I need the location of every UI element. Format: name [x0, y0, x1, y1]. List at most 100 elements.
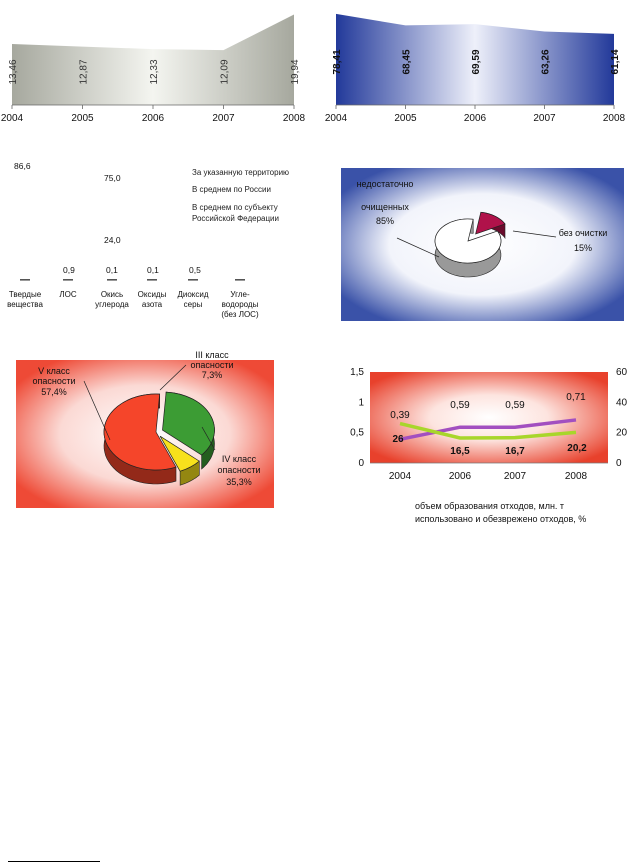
x-tick-label: 2008 — [283, 113, 306, 124]
data-label: 69,59 — [471, 49, 482, 74]
pie-label: 57,4% — [41, 387, 67, 397]
data-label: 0,5 — [189, 265, 201, 275]
legend-entry: объем образования отходов, млн. т — [415, 501, 564, 511]
data-label: 0,71 — [566, 392, 586, 403]
x-tick-label: Твердые — [9, 290, 42, 299]
data-label: 0,9 — [63, 265, 75, 275]
data-label: 0,39 — [390, 410, 410, 421]
x-tick-label: водороды — [222, 300, 259, 309]
data-label: 86,6 — [14, 161, 31, 171]
x-tick-label: Угле- — [230, 290, 250, 299]
leader-line — [396, 237, 440, 258]
pie-slice — [159, 435, 200, 472]
data-label: 61,14 — [610, 49, 621, 74]
waste-line-chart: 0 0,5 1 1,5 0 20 40 60 2004 2006 2007 2008 0,39 0,59 0… — [350, 367, 627, 524]
pie-label: 35,3% — [226, 477, 252, 487]
data-label: 12,87 — [79, 59, 90, 84]
pie-label: V класс — [38, 366, 70, 376]
bar — [107, 279, 117, 281]
x-tick-label: Оксиды — [138, 290, 167, 299]
data-label: 26 — [392, 434, 404, 445]
x-tick-label: 2004 — [389, 471, 412, 482]
pie-label: 7,3% — [202, 370, 223, 380]
legend-entry: За указанную территорию — [192, 168, 289, 177]
x-tick-label: 2007 — [504, 471, 527, 482]
data-label: 24,0 — [104, 235, 121, 245]
leader-line — [83, 380, 111, 441]
x-tick-label: 2006 — [449, 471, 472, 482]
y-tick-label-right: 20 — [616, 428, 628, 439]
y-tick-label-right: 0 — [616, 458, 622, 469]
pie-label: 15% — [574, 243, 592, 253]
x-tick-label: 2007 — [212, 113, 235, 124]
pie-slice — [162, 391, 215, 456]
data-label: 12,09 — [220, 59, 231, 84]
x-tick-label: ЛОС — [59, 290, 76, 299]
x-tick-label: 2008 — [603, 113, 626, 124]
pie-label: недостаточно — [357, 179, 414, 189]
pie-label: IV класс — [222, 454, 257, 464]
area-fill — [12, 14, 294, 105]
data-label: 19,94 — [290, 59, 301, 84]
x-tick-label: 2005 — [71, 113, 94, 124]
bar — [147, 279, 157, 281]
pie-label: III класс — [195, 350, 229, 360]
footnote-divider — [8, 861, 100, 862]
data-label: 12,33 — [149, 59, 160, 84]
x-tick-label: Диоксид — [177, 290, 208, 299]
data-label: 0,59 — [450, 400, 470, 411]
y-tick-label-left: 0 — [358, 458, 364, 469]
x-tick-label: Окись — [101, 290, 123, 299]
data-label: 78,41 — [332, 49, 343, 74]
pie-label: опасности — [32, 376, 75, 386]
y-tick-label-left: 1 — [358, 397, 364, 408]
pie-label: опасности — [217, 465, 260, 475]
x-tick-label: углерода — [95, 300, 129, 309]
pie-label: 85% — [376, 216, 394, 226]
leader-line — [201, 426, 216, 451]
area-chart-left: 2004 13,46 2005 12,87 2006 12,33 2007 12,09 2008… — [1, 14, 306, 124]
wastewater-pie-chart: недостаточно очищенных 85% без очистки 15% — [341, 168, 624, 321]
y-tick-label-right: 40 — [616, 397, 628, 408]
x-tick-label: 2008 — [565, 471, 588, 482]
pie-slice — [103, 393, 177, 471]
x-tick-label: 2006 — [464, 113, 487, 124]
x-tick-label: 2004 — [325, 113, 348, 124]
x-tick-label: 2005 — [394, 113, 417, 124]
x-tick-label: 2004 — [1, 113, 24, 124]
pie-slice — [475, 211, 506, 235]
data-label: 68,45 — [402, 49, 413, 74]
data-label: 16,7 — [505, 446, 525, 457]
pie-label: опасности — [190, 360, 233, 370]
x-tick-label: азота — [142, 300, 163, 309]
leader-line — [512, 230, 557, 238]
data-label: 0,1 — [147, 265, 159, 275]
legend-entry: В среднем по субъекту — [192, 203, 278, 212]
bar — [235, 279, 245, 281]
plot-area — [370, 372, 608, 463]
pie-slice — [434, 218, 502, 264]
area-chart-right: 2004 78,41 2005 68,45 2006 69,59 2007 63,26 2008… — [325, 13, 626, 124]
pie-label: очищенных — [361, 202, 409, 212]
bar — [63, 279, 73, 281]
leader-line — [159, 364, 187, 391]
bar — [20, 279, 30, 281]
series-line-utilized — [399, 421, 577, 440]
pie-label: без очистки — [559, 228, 608, 238]
legend-entry: Российской Федерации — [192, 214, 279, 223]
y-tick-label-left: 1,5 — [350, 367, 364, 378]
data-label: 20,2 — [567, 443, 587, 454]
data-label: 75,0 — [104, 173, 121, 183]
y-tick-label-right: 60 — [616, 367, 628, 378]
x-tick-label: вещества — [7, 300, 43, 309]
bar — [188, 279, 198, 281]
x-tick-label: (без ЛОС) — [221, 310, 259, 319]
x-tick-label: 2006 — [142, 113, 165, 124]
area-fill — [336, 13, 614, 106]
data-label: 13,46 — [8, 59, 19, 84]
data-label: 0,59 — [505, 400, 525, 411]
data-label: 0,1 — [106, 265, 118, 275]
series-line-waste-volume — [399, 418, 577, 442]
